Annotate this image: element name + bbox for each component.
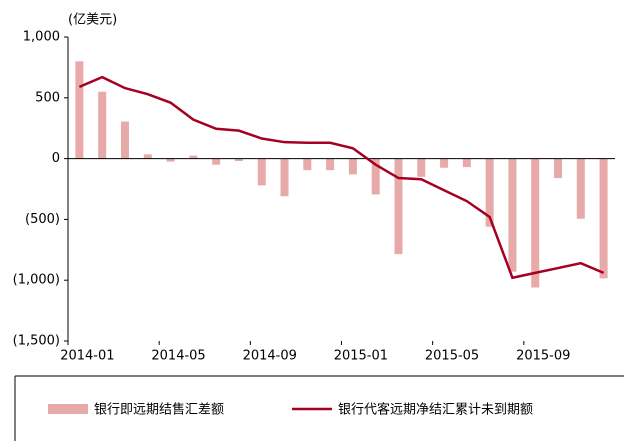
bar (554, 158, 563, 179)
bar (280, 158, 289, 197)
y-tick-label: (1,500) (13, 334, 60, 349)
bar (417, 158, 426, 177)
bar (212, 158, 221, 165)
bar (508, 158, 517, 272)
bar (371, 158, 380, 195)
bar (98, 91, 107, 159)
bar (166, 158, 175, 162)
line (78, 75, 605, 280)
x-tick-label: 2015-01 (334, 349, 388, 364)
x-tick-label: 2014-09 (243, 349, 297, 364)
bar (143, 154, 152, 159)
y-tick-label: 1,000 (23, 30, 60, 45)
bar (394, 158, 403, 255)
x-tick-label: 2015-09 (516, 349, 570, 364)
y-tick-label: 0 (52, 151, 60, 166)
bar (440, 158, 449, 168)
bar (599, 158, 608, 279)
bar (576, 158, 585, 219)
y-tick-label: (1,000) (13, 273, 60, 288)
y-tick-label: 500 (35, 90, 60, 105)
bar (462, 158, 471, 168)
legend-label: 银行即远期结售汇差额 (94, 402, 224, 418)
legend-label: 银行代客远期净结汇累计未到期额 (338, 402, 533, 418)
x-tick-label: 2014-01 (60, 349, 114, 364)
bar (348, 158, 357, 175)
bar (485, 158, 494, 227)
bar (75, 61, 84, 159)
bar (303, 158, 312, 171)
x-tick-label: 2015-05 (425, 349, 479, 364)
bar (234, 158, 243, 162)
bar (189, 155, 198, 159)
bar (120, 121, 129, 159)
y-axis-label: (亿美元) (68, 13, 117, 28)
y-tick-label: (500) (25, 212, 60, 227)
bar (326, 158, 335, 171)
legend-swatch (48, 404, 88, 414)
bar (257, 158, 266, 186)
x-tick-label: 2014-05 (151, 349, 205, 364)
bar (531, 158, 540, 288)
